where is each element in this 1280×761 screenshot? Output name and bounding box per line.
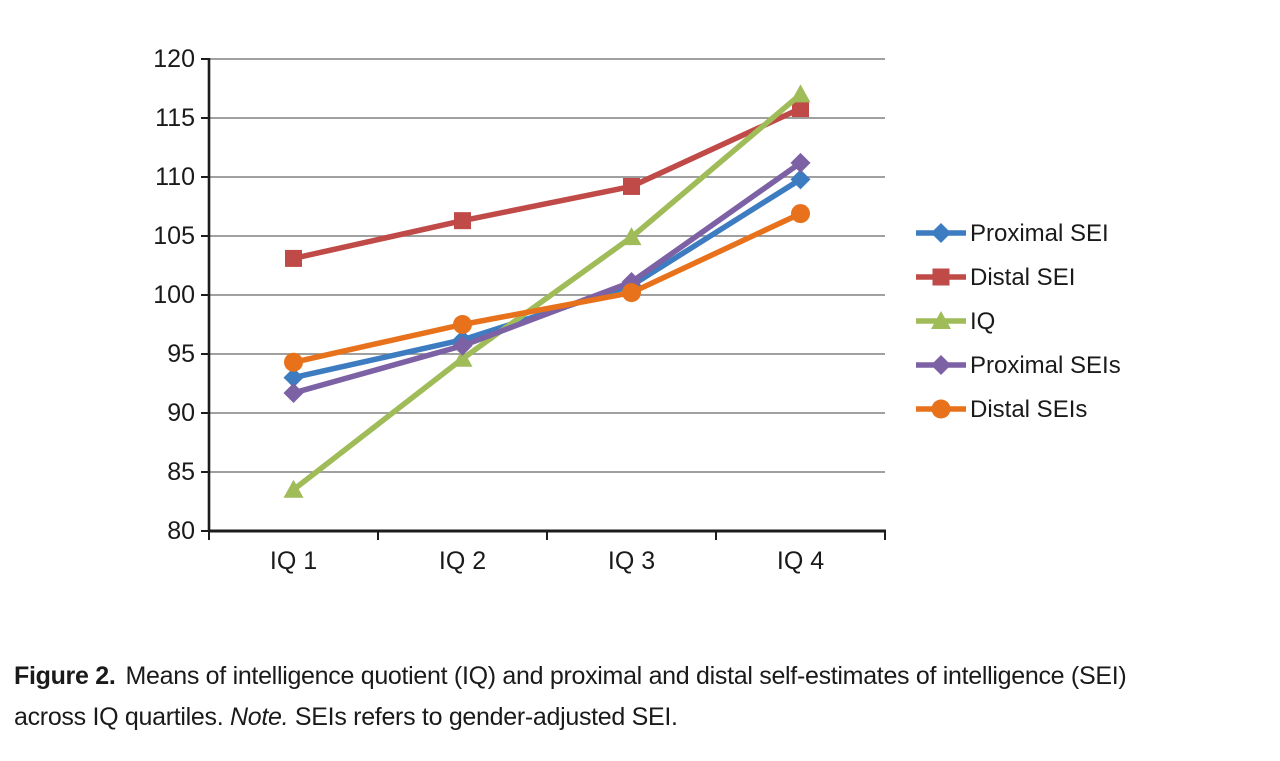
caption-text-1: Means of intelligence quotient (IQ) and … <box>125 662 1127 690</box>
x-tick-label: IQ 1 <box>270 547 317 575</box>
legend-marker-circle-icon <box>931 399 951 419</box>
caption-line-1: Figure 2. Means of intelligence quotient … <box>14 656 1274 697</box>
y-tick-label: 105 <box>153 222 195 250</box>
data-point-marker <box>791 204 810 224</box>
caption-figure-label: Figure 2. <box>14 662 116 690</box>
series-line-proximal-seis <box>290 160 804 396</box>
legend-marker-diamond-icon <box>931 223 951 243</box>
data-point-marker <box>452 335 473 356</box>
legend-label: IQ <box>970 308 995 335</box>
y-tick-label: 85 <box>167 458 195 486</box>
data-point-marker <box>283 479 304 498</box>
data-point-marker <box>283 367 304 388</box>
legend-label: Proximal SEI <box>970 220 1109 247</box>
data-point-marker <box>454 212 471 230</box>
y-tick-label: 100 <box>153 281 195 309</box>
legend-label: Distal SEI <box>970 264 1075 291</box>
legend-label: Proximal SEIs <box>970 352 1121 379</box>
caption-text-2a: across IQ quartiles. <box>14 703 231 731</box>
series-line-iq <box>290 91 804 493</box>
legend-marker-triangle-icon <box>931 311 951 329</box>
legend-label: Distal SEIs <box>970 396 1087 423</box>
figure-caption: Figure 2. Means of intelligence quotient … <box>14 656 1274 738</box>
caption-line-2: across IQ quartiles. Note. SEIs refers t… <box>14 697 1274 738</box>
y-tick-label: 120 <box>153 45 195 73</box>
y-tick-label: 90 <box>167 399 195 427</box>
data-point-marker <box>621 227 642 246</box>
data-point-marker <box>284 352 303 372</box>
legend-marker-diamond-icon <box>931 355 951 375</box>
data-point-marker <box>622 283 641 303</box>
data-point-marker <box>790 169 811 190</box>
data-point-marker <box>453 315 472 334</box>
data-point-marker <box>792 100 809 118</box>
x-tick-label: IQ 4 <box>777 547 824 575</box>
series-line-distal-sei <box>290 105 804 262</box>
y-tick-label: 110 <box>155 163 195 191</box>
series-line-distal-seis <box>290 210 804 366</box>
caption-note-label: Note. <box>230 703 289 731</box>
y-tick-label: 95 <box>167 340 195 368</box>
data-point-marker <box>623 177 640 195</box>
x-tick-label: IQ 2 <box>439 547 486 575</box>
data-point-marker <box>452 348 473 367</box>
data-point-marker <box>790 152 811 173</box>
x-tick-label: IQ 3 <box>608 547 655 575</box>
legend-marker-square-icon <box>932 268 950 286</box>
y-tick-label: 115 <box>155 104 195 132</box>
iq-sei-line-chart: 80 85 90 95 100 105 110 115 120 IQ 1 IQ 2 IQ 3 IQ 4 P… <box>153 45 1121 575</box>
data-point-marker <box>285 249 302 267</box>
caption-text-2b: SEIs refers to gender-adjusted SEI. <box>288 703 678 731</box>
data-point-marker <box>283 382 304 403</box>
y-tick-label: 80 <box>167 517 195 545</box>
data-point-marker <box>790 84 811 103</box>
